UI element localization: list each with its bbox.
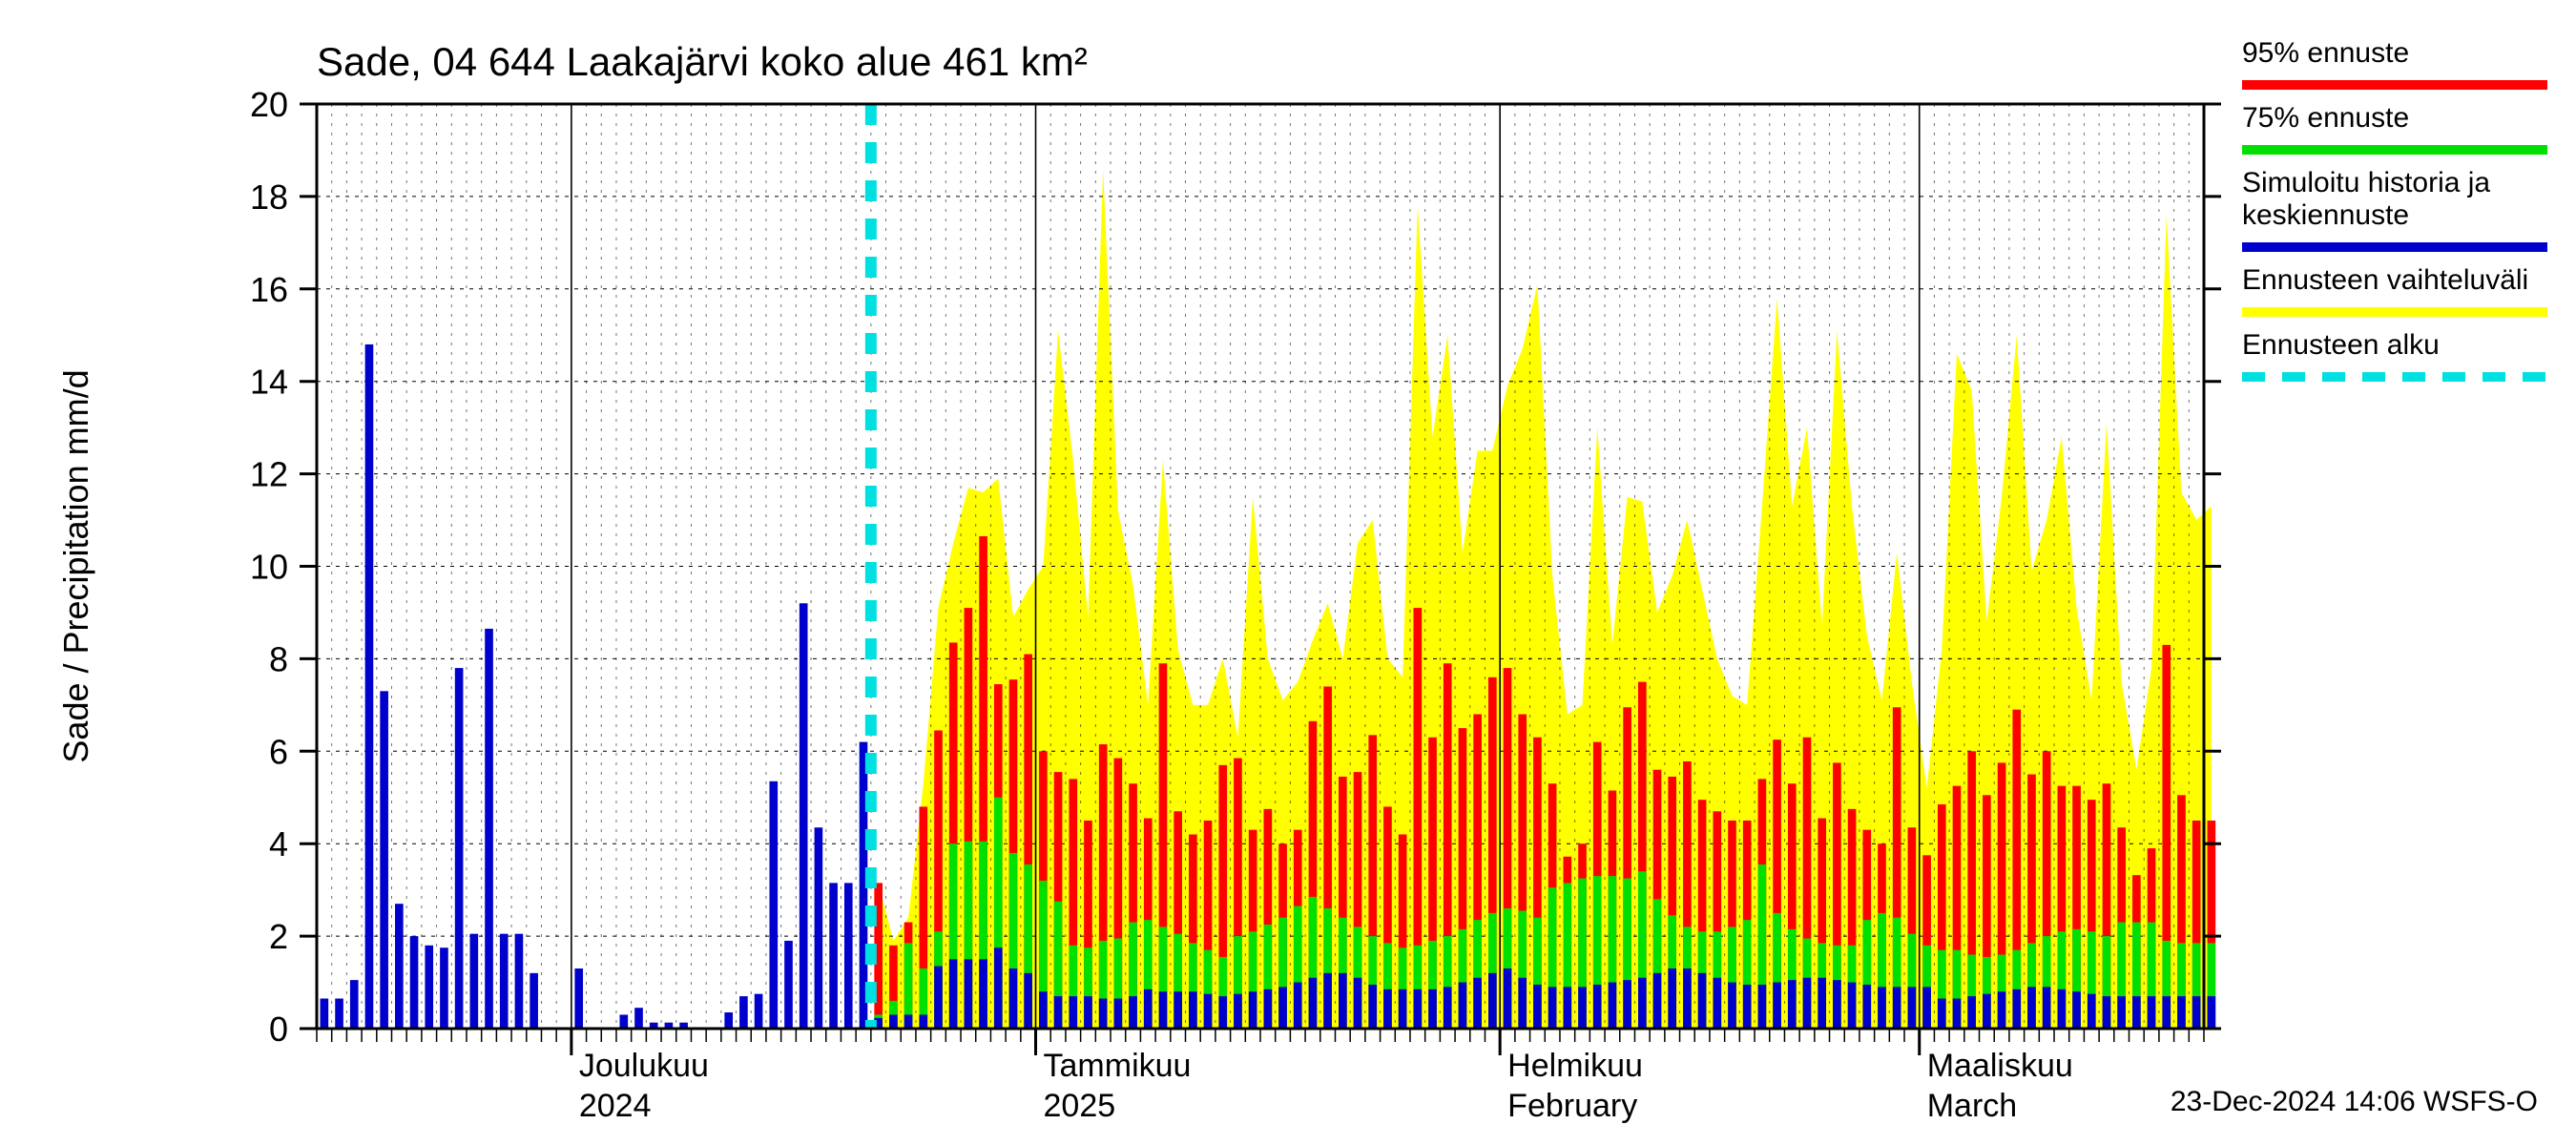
- legend-label: 75% ennuste: [2242, 102, 2409, 134]
- x-month-sublabel: 2025: [1044, 1088, 1116, 1124]
- x-month-sublabel: March: [1927, 1088, 2017, 1124]
- y-tick-label: 0: [269, 1010, 288, 1049]
- x-month-label: Tammikuu: [1044, 1048, 1192, 1084]
- x-month-label: Helmikuu: [1507, 1048, 1643, 1084]
- chart-title: Sade, 04 644 Laakajärvi koko alue 461 km…: [317, 39, 1088, 84]
- x-month-sublabel: February: [1507, 1088, 1637, 1124]
- y-tick-label: 6: [269, 732, 288, 771]
- legend-label: Ennusteen alku: [2242, 329, 2440, 361]
- legend-label: Simuloitu historia ja: [2242, 167, 2490, 198]
- y-tick-label: 16: [250, 270, 288, 309]
- legend-label: 95% ennuste: [2242, 37, 2409, 69]
- y-tick-label: 18: [250, 177, 288, 217]
- y-tick-label: 10: [250, 548, 288, 587]
- y-tick-label: 4: [269, 824, 288, 864]
- y-tick-label: 14: [250, 363, 288, 402]
- legend-label: Ennusteen vaihteluväli: [2242, 264, 2528, 296]
- y-axis-label: Sade / Precipitation mm/d: [56, 369, 95, 762]
- footer-timestamp: 23-Dec-2024 14:06 WSFS-O: [2171, 1086, 2538, 1117]
- y-tick-label: 8: [269, 639, 288, 678]
- legend-label: keskiennuste: [2242, 199, 2409, 231]
- x-month-label: Maaliskuu: [1927, 1048, 2073, 1084]
- y-tick-label: 20: [250, 85, 288, 124]
- precipitation-chart: 0 2 4 6 8 10 12 14 16 18 20 Joulukuu 2024 Tammikuu 202…: [0, 0, 2576, 1145]
- y-tick-label: 12: [250, 455, 288, 494]
- x-month-label: Joulukuu: [579, 1048, 709, 1084]
- y-tick-label: 2: [269, 917, 288, 956]
- chart-svg: 0 2 4 6 8 10 12 14 16 18 20 Joulukuu 2024 Tammikuu 202…: [0, 0, 2576, 1145]
- x-month-sublabel: 2024: [579, 1088, 652, 1124]
